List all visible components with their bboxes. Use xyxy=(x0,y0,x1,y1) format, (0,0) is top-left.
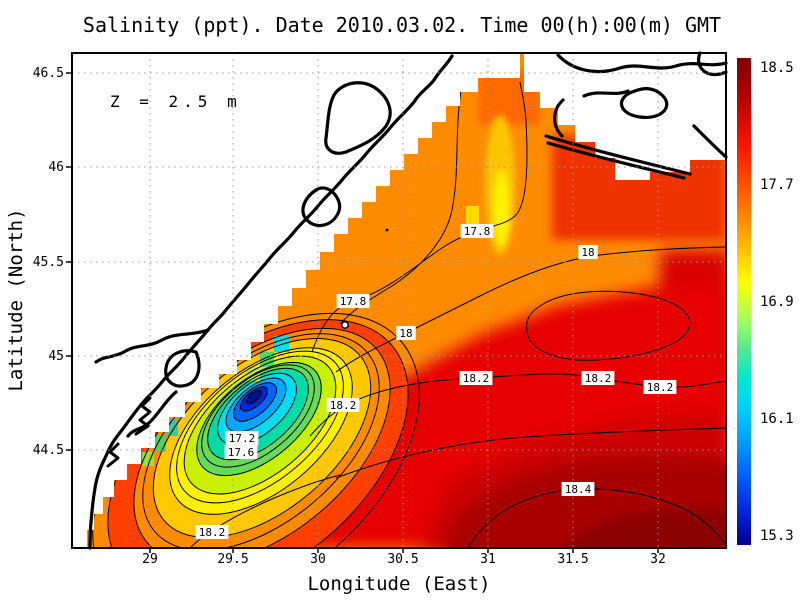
contour-label-box xyxy=(578,245,598,259)
contour-label: 17.6 xyxy=(228,446,255,459)
contour-label-box xyxy=(460,224,494,238)
coastlines xyxy=(88,51,728,550)
plot-title: Salinity (ppt). Date 2010.03.02. Time 00… xyxy=(83,13,721,37)
x-tick-label: 32 xyxy=(650,552,666,567)
contour-label: 18.2 xyxy=(330,399,357,412)
contour-18.2b xyxy=(335,427,726,479)
contour-18.4 xyxy=(467,488,726,548)
contour-label: 18.2 xyxy=(199,526,226,539)
y-tick-label: 45 xyxy=(48,349,64,364)
y-tick-label: 46 xyxy=(48,160,64,175)
contour-label-box xyxy=(336,294,370,308)
land-masses xyxy=(72,53,726,548)
contour-label-box xyxy=(581,371,615,385)
colorbar-tick-label: 15.3 xyxy=(760,528,794,544)
plume-contour xyxy=(169,347,353,515)
coastline-ne-island xyxy=(620,87,669,119)
x-axis-label: Longitude (East) xyxy=(307,573,490,595)
plume-contour xyxy=(225,377,287,433)
plume-contour xyxy=(233,382,277,422)
contour-label-box xyxy=(561,482,595,496)
colorbar-gradient xyxy=(737,58,751,545)
y-tick-label: 46.5 xyxy=(33,66,64,81)
x-tick-label: 30.5 xyxy=(387,552,418,567)
contour-label-box xyxy=(224,445,258,459)
colorbar-tick-label: 16.1 xyxy=(760,411,794,427)
contour-label: 18.4 xyxy=(565,483,592,496)
contour-label: 18 xyxy=(581,246,594,259)
x-tick-label: 30 xyxy=(310,552,326,567)
y-tick-label: 44.5 xyxy=(33,443,64,458)
contour-label: 17.8 xyxy=(464,225,491,238)
plume-contour xyxy=(207,367,309,461)
land-northwest xyxy=(72,53,520,548)
x-axis-ticks: 29 29.5 30 30.5 31 31.5 32 xyxy=(142,548,666,567)
coastline-ne-spit-a xyxy=(544,134,692,176)
coastline-delta-branch-3 xyxy=(126,390,178,438)
plume-contour xyxy=(239,386,269,412)
plot-frame xyxy=(71,52,727,549)
y-axis-ticks: 46.5 46 45.5 45 44.5 xyxy=(33,66,72,458)
contour-label: 18 xyxy=(399,327,412,340)
contour-labels: 17.8 18 17.8 18 18.2 18.2 18.2 18.2 17.217.6 18.4… xyxy=(195,224,677,539)
coastline-lagoon xyxy=(324,81,392,155)
x-tick-label: 31 xyxy=(480,552,496,567)
plume-contour xyxy=(176,350,344,504)
x-tick-label: 29.5 xyxy=(217,552,248,567)
coastline-delta-branch-2 xyxy=(164,349,201,388)
colorbar: 18.5 17.7 16.9 16.1 15.3 xyxy=(737,58,794,545)
coastline-ne-spit-b xyxy=(546,141,686,180)
plume-contour xyxy=(217,372,297,446)
coastline-delta-jag-1 xyxy=(134,396,152,436)
contour-label-box xyxy=(643,380,677,394)
coastline-lagoon-small xyxy=(301,186,342,228)
land-northeast xyxy=(524,53,726,180)
coastline-ne-2 xyxy=(697,51,728,77)
plume-contour xyxy=(246,389,262,405)
small-dot-marker xyxy=(385,228,389,232)
colorbar-labels: 18.5 17.7 16.9 16.1 15.3 xyxy=(760,60,794,544)
contour-label: 17.8 xyxy=(340,295,367,308)
coastline-ne-3 xyxy=(582,89,630,98)
graticule-gridlines xyxy=(72,53,726,548)
contour-label-box xyxy=(195,525,229,539)
coastline-ne-edge xyxy=(692,124,728,159)
x-tick-label: 29 xyxy=(142,552,158,567)
contour-18 xyxy=(335,246,726,373)
plume-contour xyxy=(201,364,315,468)
contour-label: 18.2 xyxy=(585,372,612,385)
contour-label-box xyxy=(396,326,416,340)
coastline-ne-hook xyxy=(553,98,565,138)
plume-band xyxy=(246,390,262,404)
contour-label-box xyxy=(326,398,360,412)
contour-label-box xyxy=(459,371,493,385)
contour-label-box xyxy=(225,431,259,445)
coastline-delta-branch-1 xyxy=(94,328,210,364)
coastline-delta-jag-2 xyxy=(106,442,120,468)
colorbar-tick-label: 18.5 xyxy=(760,60,794,76)
contour-18-lobe xyxy=(526,290,691,361)
y-tick-label: 45.5 xyxy=(33,255,64,270)
y-axis-label: Latitude (North) xyxy=(5,208,27,391)
plume-contour xyxy=(183,355,337,495)
contour-label: 18.2 xyxy=(463,372,490,385)
coastline-main xyxy=(88,54,454,550)
colorbar-tick-label: 16.9 xyxy=(760,294,794,310)
plume-contour xyxy=(196,361,322,477)
colorbar-tick-label: 17.7 xyxy=(760,177,794,193)
station-marker xyxy=(341,321,349,329)
depth-annotation: Z = 2.5 m xyxy=(110,92,242,111)
x-tick-label: 31.5 xyxy=(557,552,588,567)
contour-label: 18.2 xyxy=(647,381,674,394)
contour-label: 17.2 xyxy=(229,432,256,445)
